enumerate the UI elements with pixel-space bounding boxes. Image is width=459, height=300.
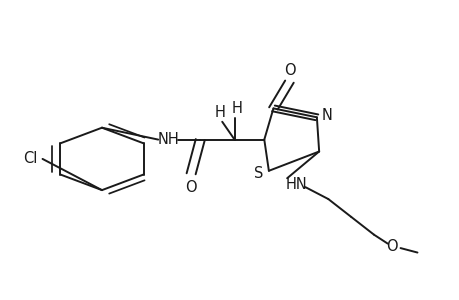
Text: N: N — [321, 108, 332, 123]
Text: Cl: Cl — [23, 152, 37, 166]
Text: O: O — [283, 63, 295, 78]
Text: H: H — [214, 105, 225, 120]
Text: O: O — [185, 180, 196, 195]
Text: S: S — [253, 166, 263, 181]
Text: O: O — [386, 239, 397, 254]
Text: H: H — [231, 101, 242, 116]
Text: NH: NH — [157, 132, 179, 147]
Text: HN: HN — [285, 177, 307, 192]
